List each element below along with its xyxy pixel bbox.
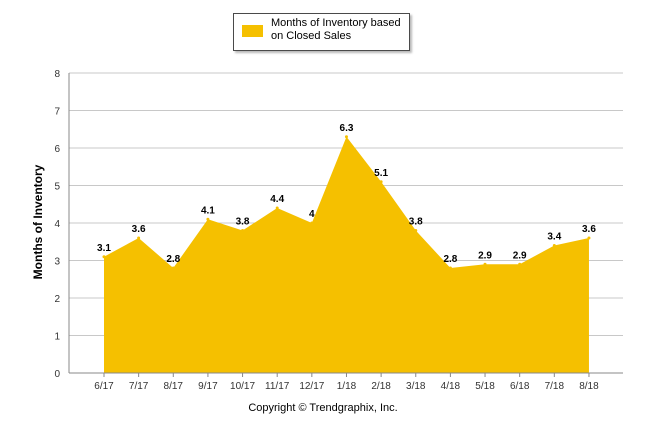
x-tick-label: 6/18 bbox=[510, 381, 530, 392]
data-point bbox=[275, 206, 279, 210]
data-point bbox=[102, 255, 106, 259]
data-label: 4.1 bbox=[201, 205, 215, 216]
x-tick-label: 1/18 bbox=[337, 381, 357, 392]
area-fill bbox=[104, 136, 589, 373]
data-label: 2.8 bbox=[166, 254, 180, 265]
data-point bbox=[206, 217, 210, 221]
x-tick-label: 9/17 bbox=[198, 381, 218, 392]
x-tick-labels: 6/17 7/17 8/17 9/17 10/17 11/17 12/17 1/18 2/18 3… bbox=[94, 381, 599, 392]
data-label: 3.4 bbox=[547, 232, 561, 243]
x-tick-label: 12/17 bbox=[299, 381, 324, 392]
data-label: 6.3 bbox=[340, 123, 354, 134]
data-point bbox=[310, 221, 314, 225]
data-point bbox=[171, 266, 175, 270]
y-tick-label: 8 bbox=[54, 69, 60, 80]
data-point bbox=[414, 229, 418, 232]
legend-label: Months of Inventory based on Closed Sale… bbox=[271, 17, 401, 42]
area-series bbox=[102, 135, 591, 373]
data-point bbox=[448, 266, 452, 270]
x-tick-label: 7/18 bbox=[545, 381, 565, 392]
data-point bbox=[379, 180, 383, 184]
data-label: 3.8 bbox=[236, 217, 250, 228]
legend-swatch bbox=[242, 25, 263, 37]
x-tick-label: 3/18 bbox=[406, 381, 426, 392]
y-tick-label: 0 bbox=[54, 369, 60, 380]
y-axis-title: Months of Inventory bbox=[31, 164, 45, 280]
y-tick-label: 7 bbox=[54, 107, 60, 118]
data-label: 3.6 bbox=[582, 224, 596, 235]
data-point bbox=[344, 135, 348, 139]
data-point bbox=[587, 236, 591, 240]
data-label: 3.6 bbox=[132, 224, 146, 235]
x-tick-label: 6/17 bbox=[94, 381, 114, 392]
y-tick-label: 6 bbox=[54, 144, 60, 155]
x-tick-label: 7/17 bbox=[129, 381, 149, 392]
x-tick-label: 2/18 bbox=[371, 381, 391, 392]
y-tick-label: 3 bbox=[54, 257, 60, 268]
x-tick-label: 8/18 bbox=[579, 381, 599, 392]
data-label: 3.8 bbox=[409, 217, 423, 228]
legend: Months of Inventory based on Closed Sale… bbox=[233, 13, 410, 51]
x-tick-label: 8/17 bbox=[164, 381, 184, 392]
x-tick-label: 4/18 bbox=[441, 381, 461, 392]
x-tick-label: 10/17 bbox=[230, 381, 255, 392]
data-point bbox=[483, 262, 487, 266]
data-point bbox=[518, 262, 522, 266]
data-label: 2.9 bbox=[513, 250, 527, 261]
data-labels: 3.1 3.6 2.8 4.1 3.8 4.4 4 6.3 5.1 3.8 2.8 2.9 2.9 3.4… bbox=[97, 123, 596, 265]
y-tick-label: 5 bbox=[54, 182, 60, 193]
copyright-text: Copyright © Trendgraphix, Inc. bbox=[248, 402, 398, 414]
data-label: 2.9 bbox=[478, 250, 492, 261]
y-tick-label: 1 bbox=[54, 332, 60, 343]
data-point bbox=[552, 244, 556, 247]
data-label: 4.4 bbox=[270, 194, 284, 205]
data-label: 3.1 bbox=[97, 243, 111, 254]
data-label: 4 bbox=[309, 209, 315, 220]
x-tick-label: 11/17 bbox=[265, 381, 290, 392]
y-tick-labels: 0 1 2 3 4 5 6 7 8 bbox=[54, 69, 60, 380]
axes bbox=[68, 73, 623, 377]
data-point bbox=[241, 229, 245, 232]
x-tick-label: 5/18 bbox=[475, 381, 495, 392]
y-tick-label: 4 bbox=[54, 219, 60, 230]
y-tick-label: 2 bbox=[54, 294, 60, 305]
data-label: 2.8 bbox=[443, 254, 457, 265]
data-point bbox=[137, 236, 141, 240]
data-label: 5.1 bbox=[374, 168, 388, 179]
